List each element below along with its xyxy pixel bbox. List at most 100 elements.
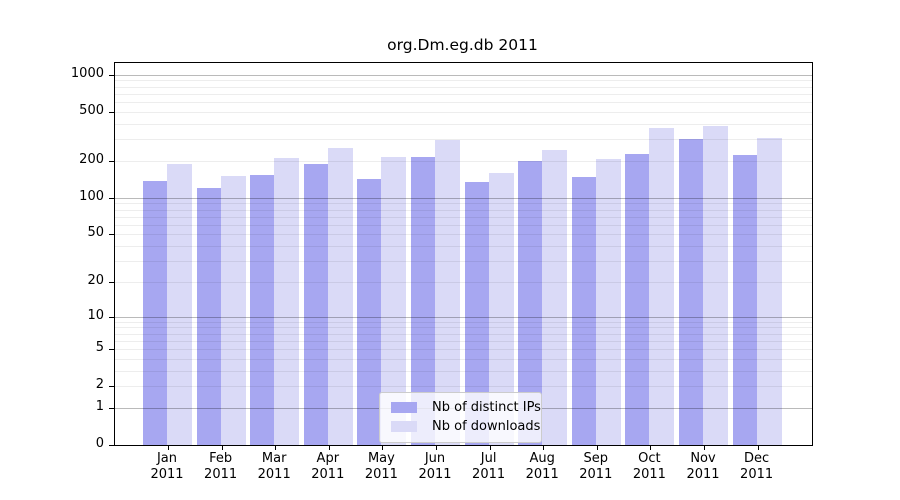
x-tick-label-feb-2011: Feb 2011 <box>204 451 237 483</box>
x-label-year: 2011 <box>257 467 291 482</box>
legend-row-nb-of-distinct-ips: Nb of distinct IPs <box>388 398 541 417</box>
legend-label-nb-of-distinct-ips: Nb of distinct IPs <box>432 400 541 415</box>
x-tick-apr-2011 <box>328 445 330 450</box>
x-tick-label-nov-2011: Nov 2011 <box>686 451 719 483</box>
x-label-year: 2011 <box>418 467 452 482</box>
x-tick-label-dec-2011: Dec 2011 <box>740 451 773 483</box>
x-tick-label-jul-2011: Jul 2011 <box>472 451 505 483</box>
y-tick-label-20: 20 <box>87 272 104 288</box>
bar-nb-of-downloads-feb-2011 <box>220 176 246 445</box>
y-tick-5 <box>109 349 115 350</box>
gridline-100 <box>115 197 812 199</box>
bar-nb-of-distinct-ips-oct-2011 <box>625 153 650 445</box>
gridline-800 <box>115 86 812 88</box>
gridline-8 <box>115 327 812 329</box>
x-tick-may-2011 <box>382 445 384 450</box>
y-tick-1000 <box>109 74 115 76</box>
x-tick-dec-2011 <box>757 445 759 450</box>
bar-nb-of-downloads-oct-2011 <box>649 128 675 445</box>
y-tick-200 <box>109 160 115 162</box>
x-label-month: Sep <box>583 451 609 466</box>
gridline-90 <box>115 203 812 205</box>
x-tick-label-aug-2011: Aug 2011 <box>526 451 559 483</box>
y-tick-label-200: 200 <box>79 151 104 167</box>
legend-swatch-icon-nb-of-downloads <box>391 421 417 432</box>
y-tick-10 <box>109 316 115 318</box>
gridline-500 <box>115 111 812 113</box>
x-label-year: 2011 <box>311 467 345 482</box>
gridline-700 <box>115 93 812 95</box>
gridline-200 <box>115 160 812 162</box>
x-label-month: Nov <box>690 451 716 466</box>
x-label-month: May <box>367 451 395 466</box>
x-tick-label-apr-2011: Apr 2011 <box>311 451 344 483</box>
x-tick-label-may-2011: May 2011 <box>365 451 398 483</box>
y-tick-label-1000: 1000 <box>70 65 104 81</box>
y-tick-20 <box>109 281 115 283</box>
y-tick-50 <box>109 234 115 236</box>
x-label-year: 2011 <box>150 467 184 482</box>
x-tick-mar-2011 <box>275 445 277 450</box>
legend-row-nb-of-downloads: Nb of downloads <box>388 417 540 436</box>
gridline-50 <box>115 234 812 236</box>
x-label-month: Apr <box>316 451 340 466</box>
x-label-year: 2011 <box>740 467 774 482</box>
x-tick-label-oct-2011: Oct 2011 <box>633 451 666 483</box>
x-label-month: Jul <box>480 451 497 466</box>
y-tick-label-0: 0 <box>95 436 104 451</box>
gridline-80 <box>115 209 812 211</box>
legend: Nb of distinct IPs Nb of downloads <box>379 392 542 443</box>
x-label-month: Jun <box>424 451 446 466</box>
x-label-month: Feb <box>209 451 233 466</box>
y-tick-label-100: 100 <box>79 188 104 204</box>
y-tick-label-500: 500 <box>79 102 104 118</box>
gridline-3 <box>115 370 812 372</box>
bar-nb-of-distinct-ips-nov-2011 <box>679 139 703 445</box>
bar-nb-of-downloads-mar-2011 <box>274 157 300 445</box>
x-label-year: 2011 <box>579 467 613 482</box>
plot-area <box>109 62 813 450</box>
gridline-1000 <box>115 74 812 76</box>
x-tick-label-sep-2011: Sep 2011 <box>579 451 612 483</box>
x-label-month: Dec <box>744 451 770 466</box>
bar-nb-of-downloads-jan-2011 <box>167 163 192 445</box>
y-tick-500 <box>109 111 115 113</box>
gridline-2 <box>115 386 812 388</box>
x-label-month: Jan <box>156 451 178 466</box>
x-tick-nov-2011 <box>704 445 705 450</box>
legend-swatch-icon-nb-of-distinct-ips <box>391 402 417 413</box>
x-tick-label-mar-2011: Mar 2011 <box>258 451 291 483</box>
y-tick-label-5: 5 <box>95 340 104 355</box>
y-tick-1 <box>109 407 115 409</box>
bar-nb-of-distinct-ips-dec-2011 <box>732 154 757 445</box>
x-label-month: Oct <box>638 451 661 466</box>
x-tick-label-jan-2011: Jan 2011 <box>150 451 183 483</box>
x-tick-jun-2011 <box>436 445 437 450</box>
x-tick-aug-2011 <box>543 445 545 450</box>
bar-nb-of-distinct-ips-may-2011 <box>357 179 382 445</box>
x-tick-oct-2011 <box>650 445 652 450</box>
bar-nb-of-downloads-nov-2011 <box>703 126 728 445</box>
gridline-30 <box>115 260 812 262</box>
bar-nb-of-distinct-ips-jan-2011 <box>143 180 167 445</box>
x-label-year: 2011 <box>204 467 238 482</box>
bar-nb-of-downloads-dec-2011 <box>756 138 782 445</box>
bar-nb-of-downloads-aug-2011 <box>542 149 568 445</box>
x-label-year: 2011 <box>525 467 559 482</box>
gridline-9 <box>115 321 812 323</box>
bar-nb-of-distinct-ips-mar-2011 <box>250 174 275 445</box>
gridline-40 <box>115 246 812 247</box>
y-tick-2 <box>109 386 115 388</box>
gridline-5 <box>115 349 812 350</box>
x-label-year: 2011 <box>686 467 720 482</box>
y-tick-0 <box>109 445 115 446</box>
legend-label-nb-of-downloads: Nb of downloads <box>432 419 541 434</box>
gridline-7 <box>115 333 812 335</box>
bar-nb-of-downloads-sep-2011 <box>595 158 621 445</box>
x-tick-jul-2011 <box>489 445 491 450</box>
gridline-6 <box>115 340 812 342</box>
gridline-300 <box>115 139 812 141</box>
x-tick-label-jun-2011: Jun 2011 <box>418 451 451 483</box>
y-tick-label-50: 50 <box>87 225 104 241</box>
